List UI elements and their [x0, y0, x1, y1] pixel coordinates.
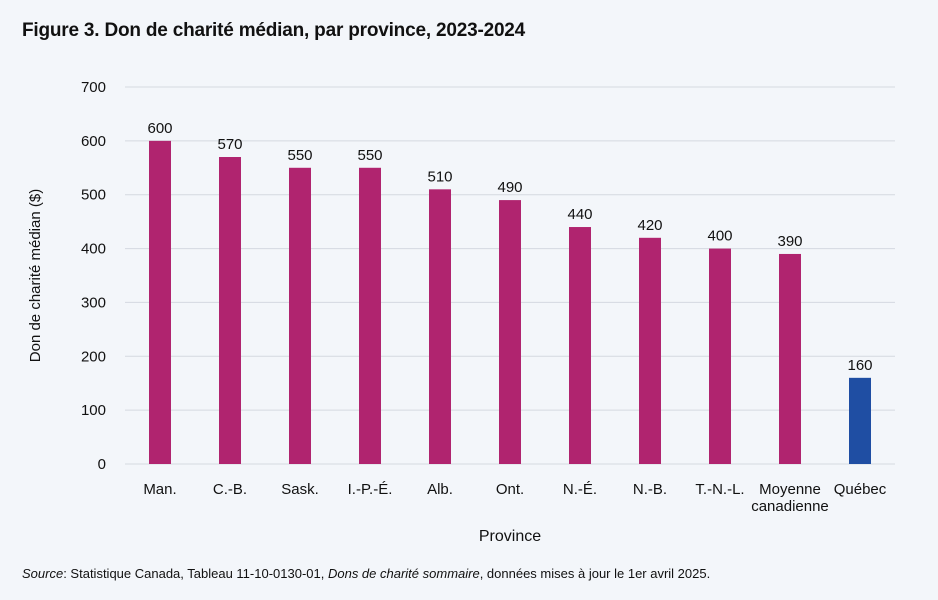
data-labels: 600 570 550 550 510 490 440 420 400 390 160: [147, 120, 872, 374]
x-tick-label: C.-B.: [213, 481, 247, 498]
x-tick-label: N.-É.: [563, 481, 597, 498]
bar: [639, 237, 661, 464]
bar: [569, 227, 591, 464]
y-tick-label: 600: [81, 133, 106, 150]
bar: [289, 167, 311, 465]
bar: [149, 140, 171, 464]
data-label: 420: [637, 217, 662, 234]
x-tick-label: I.-P.-É.: [348, 481, 393, 498]
y-axis-label: Don de charité médian ($): [27, 189, 44, 362]
data-label: 570: [217, 136, 242, 153]
source-note: Source: Statistique Canada, Tableau 11-1…: [22, 566, 710, 581]
data-label: 160: [847, 357, 872, 374]
source-text-1: : Statistique Canada, Tableau 11-10-0130…: [63, 566, 328, 581]
x-axis-label: Province: [479, 528, 541, 545]
y-tick-label: 500: [81, 187, 106, 204]
bar: [429, 189, 451, 465]
source-italic: Dons de charité sommaire: [327, 566, 480, 581]
y-tick-label: 0: [98, 456, 106, 473]
x-tick-label: N.-B.: [633, 481, 667, 498]
data-label: 390: [777, 233, 802, 250]
x-tick-label: Moyenne canadienne: [751, 481, 829, 515]
bars: [149, 140, 871, 465]
chart-title: Figure 3. Don de charité médian, par pro…: [22, 20, 526, 41]
bar: [849, 377, 871, 464]
x-tick-label: Ont.: [496, 481, 524, 498]
y-axis-ticks: 0 100 200 300 400 500 600 700: [81, 79, 106, 473]
bar: [219, 157, 241, 464]
data-label: 400: [707, 228, 732, 245]
bar: [499, 200, 521, 464]
bar: [709, 248, 731, 464]
y-tick-label: 200: [81, 348, 106, 365]
y-tick-label: 300: [81, 294, 106, 311]
x-tick-label: Québec: [834, 481, 887, 498]
data-label: 440: [567, 206, 592, 223]
y-tick-label: 400: [81, 241, 106, 258]
source-text-2: , données mises à jour le 1er avril 2025…: [479, 566, 711, 581]
x-tick-label: Sask.: [281, 481, 319, 498]
y-tick-label: 700: [81, 79, 106, 96]
y-tick-label: 100: [81, 402, 106, 419]
bar: [359, 167, 381, 465]
x-tick-label: T.-N.-L.: [695, 481, 744, 498]
x-axis-ticks: Man. C.-B. Sask. I.-P.-É. Alb. Ont. N.-É. N.-B.…: [143, 481, 886, 515]
data-label: 510: [427, 168, 452, 185]
data-label: 600: [147, 120, 172, 137]
data-label: 550: [287, 147, 312, 164]
data-label: 550: [357, 147, 382, 164]
x-tick-label: Alb.: [427, 481, 453, 498]
data-label: 490: [497, 179, 522, 196]
bar: [779, 253, 801, 464]
x-tick-label: Man.: [143, 481, 176, 498]
source-label: Source: [22, 566, 64, 581]
